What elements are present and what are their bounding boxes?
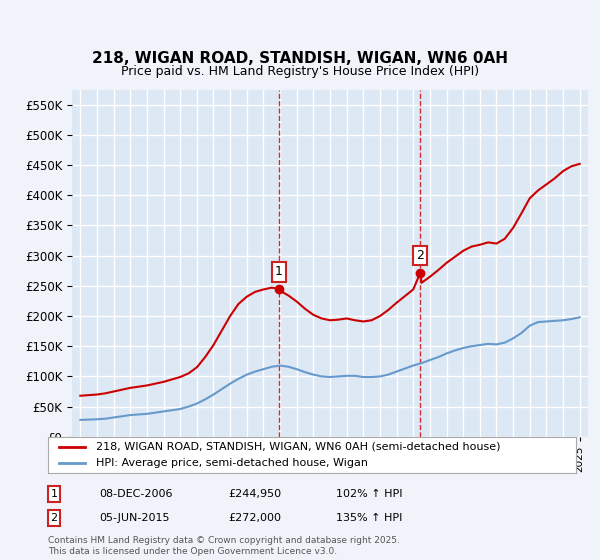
Text: £244,950: £244,950 [228, 489, 281, 499]
Text: Price paid vs. HM Land Registry's House Price Index (HPI): Price paid vs. HM Land Registry's House … [121, 65, 479, 78]
Text: 2: 2 [416, 249, 424, 262]
Text: Contains HM Land Registry data © Crown copyright and database right 2025.
This d: Contains HM Land Registry data © Crown c… [48, 536, 400, 556]
Text: 1: 1 [275, 265, 283, 278]
Text: 05-JUN-2015: 05-JUN-2015 [99, 513, 170, 523]
Text: HPI: Average price, semi-detached house, Wigan: HPI: Average price, semi-detached house,… [95, 458, 368, 468]
Text: 1: 1 [50, 489, 58, 499]
Text: 2: 2 [50, 513, 58, 523]
Text: 218, WIGAN ROAD, STANDISH, WIGAN, WN6 0AH (semi-detached house): 218, WIGAN ROAD, STANDISH, WIGAN, WN6 0A… [95, 442, 500, 452]
Text: £272,000: £272,000 [228, 513, 281, 523]
Text: 102% ↑ HPI: 102% ↑ HPI [336, 489, 403, 499]
Text: 135% ↑ HPI: 135% ↑ HPI [336, 513, 403, 523]
Text: 08-DEC-2006: 08-DEC-2006 [99, 489, 173, 499]
Text: 218, WIGAN ROAD, STANDISH, WIGAN, WN6 0AH: 218, WIGAN ROAD, STANDISH, WIGAN, WN6 0A… [92, 52, 508, 66]
